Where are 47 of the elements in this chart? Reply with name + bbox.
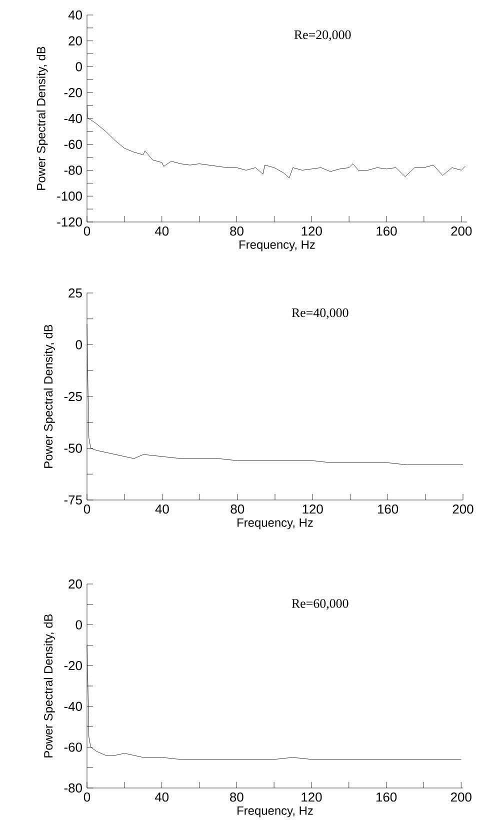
x-axis-title: Frequency, Hz <box>238 806 313 818</box>
annotation: Re=20,000 <box>294 30 351 41</box>
y-tick-label: -120 <box>57 217 82 227</box>
y-tick-label: -80 <box>64 166 82 175</box>
x-tick-label: 0 <box>84 226 90 236</box>
x-tick-label: 120 <box>302 226 322 236</box>
y-tick-label: -40 <box>64 114 82 124</box>
y-tick-label: -20 <box>64 88 82 98</box>
x-tick-label: 40 <box>155 504 169 514</box>
x-tick-label: 80 <box>230 504 244 514</box>
x-tick-label: 120 <box>302 792 322 802</box>
y-tick-label: 20 <box>68 579 82 589</box>
y-tick-label: 25 <box>68 288 82 298</box>
y-tick-label: -75 <box>64 495 82 505</box>
y-tick-label: -80 <box>64 783 82 793</box>
x-tick-label: 40 <box>154 226 169 236</box>
annotation: Re=40,000 <box>292 308 348 319</box>
y-tick-label: -60 <box>64 742 82 752</box>
x-tick-label: 160 <box>378 504 398 514</box>
y-tick-label: -50 <box>64 444 82 453</box>
x-tick-label: 0 <box>84 792 90 802</box>
y-tick-label: 40 <box>68 10 82 20</box>
x-tick-label: 120 <box>302 504 323 514</box>
x-tick-label: 80 <box>230 226 244 236</box>
x-tick-label: 200 <box>452 504 474 514</box>
y-tick-label: -60 <box>64 140 82 149</box>
x-tick-label: 40 <box>154 792 169 802</box>
y-tick-label: 0 <box>76 340 82 350</box>
y-tick-label: 0 <box>76 620 82 630</box>
y-tick-label: -20 <box>64 661 82 670</box>
y-tick-label: 0 <box>76 62 82 72</box>
y-tick-label: -25 <box>64 392 82 402</box>
x-tick-label: 0 <box>84 504 90 514</box>
annotation: Re=60,000 <box>292 599 348 610</box>
x-tick-label: 200 <box>451 226 472 236</box>
y-tick-label: -100 <box>57 192 82 201</box>
x-tick-label: 160 <box>376 226 397 236</box>
y-axis-title: Power Spectral Density, dB <box>44 324 55 468</box>
y-axis-title: Power Spectral Density, dB <box>36 46 48 190</box>
y-axis-title: Power Spectral Density, dB <box>44 614 55 758</box>
y-tick-label: -40 <box>64 702 82 711</box>
y-tick-label: 20 <box>68 36 82 46</box>
x-tick-label: 160 <box>376 792 397 802</box>
x-axis-title: Frequency, Hz <box>238 518 313 530</box>
x-tick-label: 200 <box>450 792 472 802</box>
x-axis-title: Frequency, Hz <box>240 240 315 252</box>
x-tick-label: 80 <box>230 792 244 802</box>
